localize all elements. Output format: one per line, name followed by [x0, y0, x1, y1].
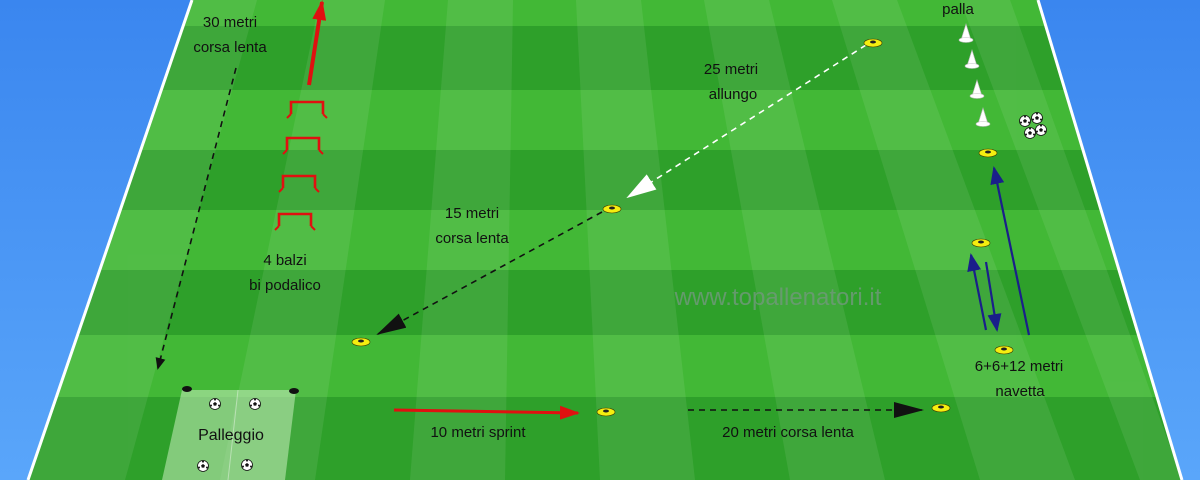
label-stride-25m-line1: 25 metri — [704, 61, 758, 78]
label-hops-line2: bi podalico — [249, 277, 321, 294]
cone-icon — [351, 337, 371, 347]
label-jog-20m: 20 metri corsa lenta — [722, 424, 854, 441]
arrow-sprint-10m — [393, 405, 580, 420]
label-jog-15m-line1: 15 metri — [445, 205, 499, 222]
label-ball: palla — [942, 1, 974, 18]
corner-marker — [182, 386, 192, 392]
left-sideline — [26, 0, 194, 480]
arrow-jog-15m — [376, 211, 603, 335]
cone-icon — [978, 148, 998, 158]
corner-marker — [289, 388, 299, 394]
cone-icon — [994, 345, 1014, 355]
label-shuttle-line2: navetta — [995, 383, 1045, 400]
cone-icon — [931, 403, 951, 413]
right-sideline — [1036, 0, 1184, 480]
cone-icon — [971, 238, 991, 248]
cone-icon — [602, 204, 622, 214]
label-jog-15m-line2: corsa lenta — [435, 230, 509, 247]
arrow-jog-30m — [155, 67, 237, 370]
label-jog-30m-line2: corsa lenta — [193, 39, 267, 56]
label-sprint-10m: 10 metri sprint — [430, 424, 526, 441]
label-stride-25m-line2: allungo — [709, 86, 757, 103]
ball-icon — [249, 398, 261, 410]
arrow-shuttle-up-short — [967, 253, 988, 331]
watermark: www.topallenatori.it — [674, 284, 882, 311]
ball-icon — [197, 460, 209, 472]
arrow-sprint-up — [307, 0, 327, 86]
ball-icon — [241, 459, 253, 471]
label-dribble-zone: Palleggio — [198, 427, 264, 444]
label-jog-30m-line1: 30 metri — [203, 14, 257, 31]
cone-icon — [863, 38, 883, 48]
label-shuttle-line1: 6+6+12 metri — [975, 358, 1063, 375]
arrow-shuttle-up-long — [990, 166, 1031, 336]
ball-icon — [209, 398, 221, 410]
arrow-stride-25m — [626, 44, 867, 199]
cone-icon — [596, 407, 616, 417]
arrow-shuttle-down — [984, 261, 1002, 332]
dribble-zone — [162, 390, 296, 480]
label-hops-line1: 4 balzi — [263, 252, 306, 269]
